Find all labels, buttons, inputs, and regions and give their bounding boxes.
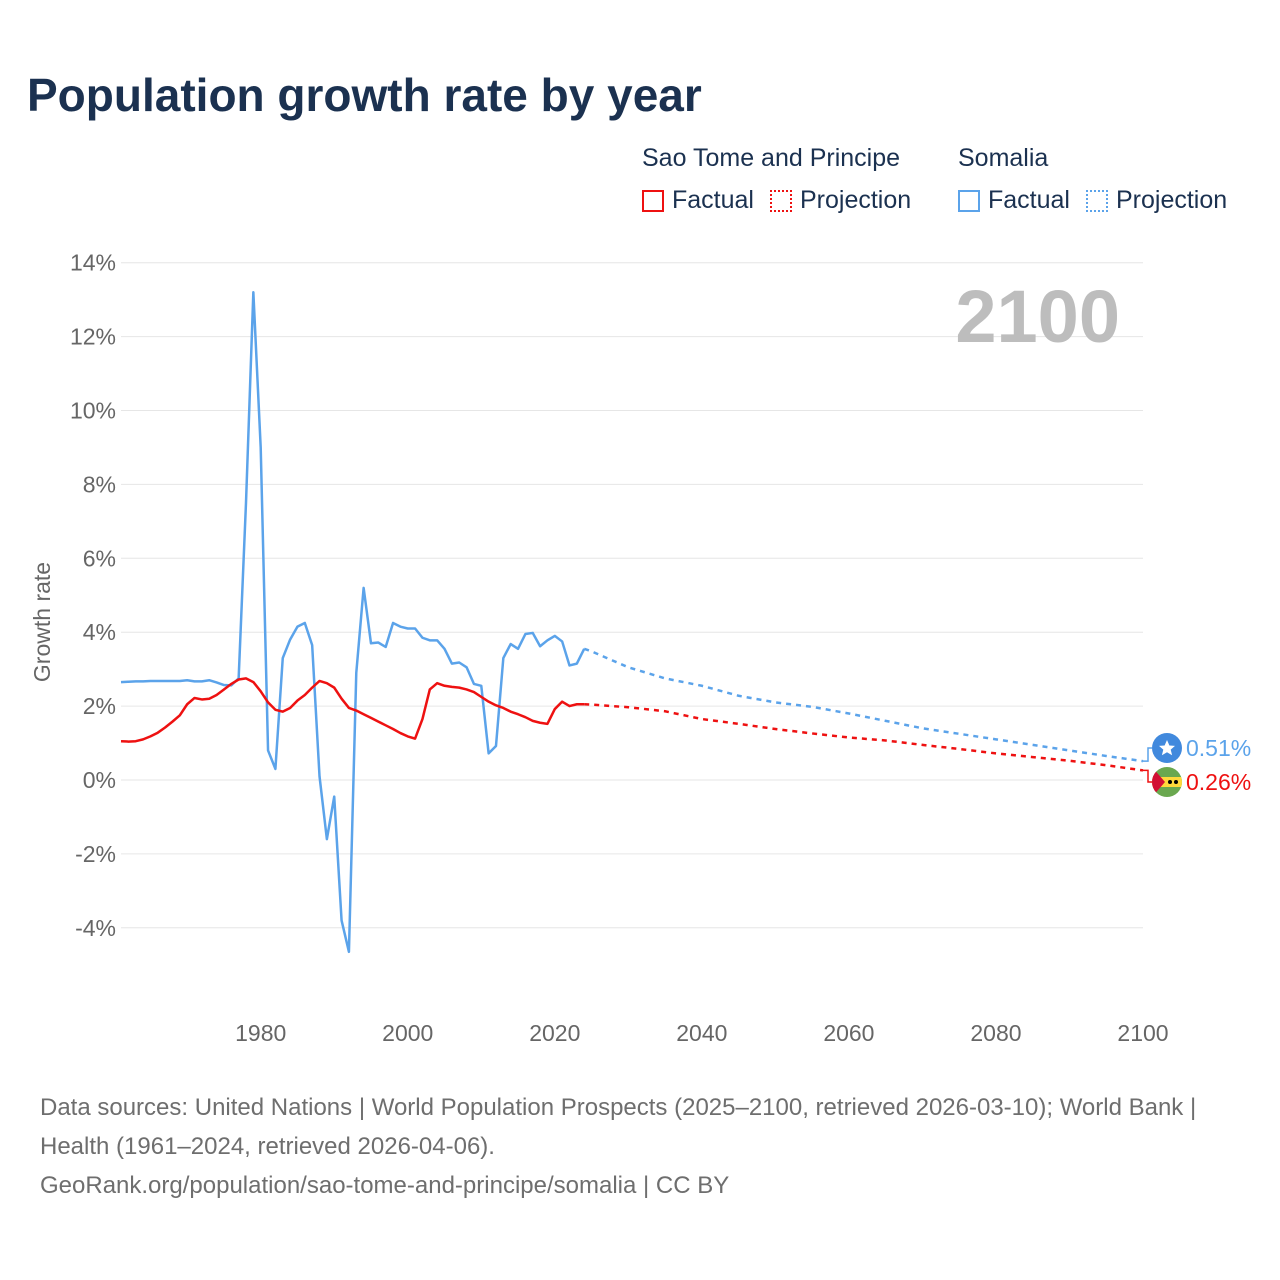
y-tick-label: 0% [83, 767, 116, 793]
legend-stp: Factual Projection [642, 186, 927, 215]
footer-link[interactable]: GeoRank.org/population/sao-tome-and-prin… [40, 1172, 730, 1199]
y-tick-label: 8% [83, 471, 116, 497]
y-axis-label: Growth rate [29, 562, 55, 682]
footer: Data sources: United Nations | World Pop… [40, 1088, 1240, 1205]
y-tick-label: -2% [75, 841, 116, 867]
year-watermark: 2100 [955, 275, 1120, 358]
legend-somalia-factual[interactable]: Factual [958, 186, 1070, 215]
end-value-label: 0.26% [1186, 769, 1251, 795]
x-tick-label: 2040 [676, 1020, 727, 1046]
series-line-factual-0 [120, 677, 585, 743]
x-tick-label: 1980 [235, 1020, 286, 1046]
y-tick-label: -4% [75, 915, 116, 941]
end-connector [1143, 769, 1152, 783]
x-tick-label: 2080 [970, 1020, 1021, 1046]
legend-label: Factual [988, 186, 1070, 214]
legend-label: Projection [1115, 186, 1228, 214]
chart-title: Population growth rate by year [27, 69, 702, 121]
legend-swatch-dotted-icon [769, 189, 792, 212]
y-tick-label: 6% [83, 545, 116, 571]
legend-stp-factual[interactable]: Factual [642, 186, 754, 215]
line-chart: 14% 12% 10% 8% 6% 4% 2% 0% -2% -4% 1980 2000 2020 204… [29, 250, 1251, 1046]
legend-label: Projection [799, 186, 912, 214]
data-sources: Data sources: United Nations | World Pop… [40, 1094, 1197, 1160]
y-tick-label: 10% [70, 398, 116, 424]
legend-swatch-solid-icon [958, 189, 980, 212]
series-line-factual-1 [120, 291, 586, 954]
legend-somalia: Factual Projection [958, 186, 1243, 215]
legend-group-stp-label: Sao Tome and Principe [642, 144, 901, 172]
legend-swatch-solid-icon [642, 189, 664, 212]
end-value-label: 0.51% [1186, 735, 1251, 761]
sao-tome-flag-icon [1152, 767, 1182, 797]
somalia-flag-icon [1152, 733, 1182, 763]
x-tick-label: 2020 [529, 1020, 580, 1046]
series-line-projection-1 [583, 647, 1144, 763]
legend-stp-projection[interactable]: Projection [769, 186, 912, 215]
series-line-projection-0 [584, 703, 1144, 772]
y-tick-label: 12% [70, 324, 116, 350]
y-tick-label: 2% [83, 693, 116, 719]
legend-somalia-projection[interactable]: Projection [1085, 186, 1228, 215]
y-tick-label: 4% [83, 619, 116, 645]
x-tick-label: 2000 [382, 1020, 433, 1046]
y-tick-label: 14% [70, 250, 116, 276]
legend-group-somalia-label: Somalia [958, 144, 1049, 172]
legend-swatch-dotted-icon [1085, 189, 1108, 212]
end-connector [1143, 747, 1152, 762]
x-tick-label: 2100 [1117, 1020, 1168, 1046]
x-tick-label: 2060 [823, 1020, 874, 1046]
legend-label: Factual [672, 186, 754, 214]
